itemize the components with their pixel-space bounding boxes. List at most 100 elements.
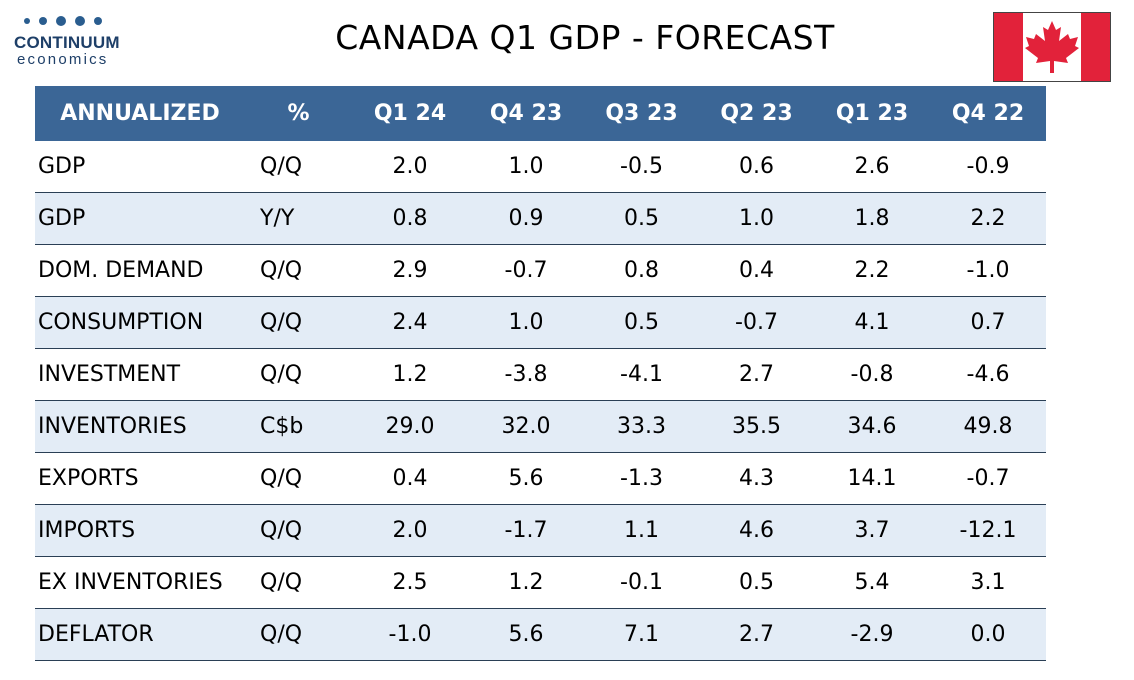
value-cell: 2.0 <box>352 504 468 557</box>
table-row: GDP Y/Y 0.8 0.9 0.5 1.0 1.8 2.2 <box>35 192 1046 245</box>
value-cell: 0.5 <box>584 296 699 349</box>
column-header: Q2 23 <box>699 86 814 141</box>
value-cell: -0.9 <box>930 141 1046 193</box>
value-cell: 7.1 <box>584 608 699 661</box>
table-row: DOM. DEMAND Q/Q 2.9 -0.7 0.8 0.4 2.2 -1.0 <box>35 244 1046 297</box>
column-header: Q1 23 <box>814 86 930 141</box>
row-label: GDP <box>35 192 245 245</box>
value-cell: 0.7 <box>930 296 1046 349</box>
value-cell: 14.1 <box>814 452 930 505</box>
value-cell: 1.2 <box>352 348 468 401</box>
row-label: GDP <box>35 141 245 193</box>
row-label: DEFLATOR <box>35 608 245 661</box>
value-cell: 2.7 <box>699 348 814 401</box>
value-cell: 0.8 <box>584 244 699 297</box>
row-unit: Q/Q <box>245 608 352 661</box>
column-header: % <box>245 86 352 141</box>
value-cell: 2.9 <box>352 244 468 297</box>
value-cell: -12.1 <box>930 504 1046 557</box>
value-cell: 2.2 <box>930 192 1046 245</box>
value-cell: -2.9 <box>814 608 930 661</box>
value-cell: 5.6 <box>468 452 584 505</box>
table-row: INVENTORIES C$b 29.0 32.0 33.3 35.5 34.6 49.8 <box>35 400 1046 453</box>
table-header-row: ANNUALIZED% Q1 24 Q4 23 Q3 23 Q2 23 Q1 23 Q4 2… <box>35 86 1046 141</box>
row-label: EX INVENTORIES <box>35 556 245 609</box>
value-cell: -4.6 <box>930 348 1046 401</box>
row-unit: Y/Y <box>245 192 352 245</box>
value-cell: 4.3 <box>699 452 814 505</box>
row-label: EXPORTS <box>35 452 245 505</box>
value-cell: 2.7 <box>699 608 814 661</box>
table-row: DEFLATOR Q/Q -1.0 5.6 7.1 2.7 -2.9 0.0 <box>35 608 1046 661</box>
value-cell: 0.8 <box>352 192 468 245</box>
value-cell: 1.2 <box>468 556 584 609</box>
column-header: ANNUALIZED <box>35 86 245 141</box>
canada-flag-icon <box>993 12 1111 82</box>
value-cell: 3.1 <box>930 556 1046 609</box>
value-cell: 29.0 <box>352 400 468 453</box>
value-cell: -1.3 <box>584 452 699 505</box>
value-cell: 49.8 <box>930 400 1046 453</box>
value-cell: 2.6 <box>814 141 930 193</box>
row-label: IMPORTS <box>35 504 245 557</box>
value-cell: 4.6 <box>699 504 814 557</box>
table-row: EX INVENTORIES Q/Q 2.5 1.2 -0.1 0.5 5.4 3.1 <box>35 556 1046 609</box>
value-cell: -0.5 <box>584 141 699 193</box>
continuum-economics-logo: CONTINUUM economics <box>14 14 134 68</box>
value-cell: 33.3 <box>584 400 699 453</box>
value-cell: 0.4 <box>352 452 468 505</box>
value-cell: 1.0 <box>699 192 814 245</box>
value-cell: 0.4 <box>699 244 814 297</box>
row-unit: Q/Q <box>245 348 352 401</box>
row-unit: Q/Q <box>245 504 352 557</box>
logo-name: CONTINUUM <box>14 33 120 52</box>
value-cell: 35.5 <box>699 400 814 453</box>
value-cell: -3.8 <box>468 348 584 401</box>
gdp-forecast-table: ANNUALIZED% Q1 24 Q4 23 Q3 23 Q2 23 Q1 23 Q4 2… <box>35 86 1046 661</box>
table-row: EXPORTS Q/Q 0.4 5.6 -1.3 4.3 14.1 -0.7 <box>35 452 1046 505</box>
row-unit: Q/Q <box>245 296 352 349</box>
value-cell: -0.8 <box>814 348 930 401</box>
row-label: CONSUMPTION <box>35 296 245 349</box>
page-title: CANADA Q1 GDP - FORECAST <box>335 18 835 57</box>
row-unit: Q/Q <box>245 141 352 193</box>
row-unit: Q/Q <box>245 452 352 505</box>
value-cell: -1.0 <box>930 244 1046 297</box>
value-cell: -1.7 <box>468 504 584 557</box>
value-cell: 0.5 <box>584 192 699 245</box>
value-cell: -1.0 <box>352 608 468 661</box>
row-unit: Q/Q <box>245 244 352 297</box>
value-cell: 0.6 <box>699 141 814 193</box>
row-unit: C$b <box>245 400 352 453</box>
value-cell: 4.1 <box>814 296 930 349</box>
value-cell: -0.7 <box>930 452 1046 505</box>
column-header: Q4 22 <box>930 86 1046 141</box>
value-cell: 2.4 <box>352 296 468 349</box>
value-cell: 2.2 <box>814 244 930 297</box>
value-cell: 0.9 <box>468 192 584 245</box>
value-cell: 5.4 <box>814 556 930 609</box>
logo-sub: economics <box>17 51 109 68</box>
value-cell: 0.0 <box>930 608 1046 661</box>
value-cell: 5.6 <box>468 608 584 661</box>
logo-dots-icon <box>24 14 134 28</box>
value-cell: -0.7 <box>699 296 814 349</box>
value-cell: 2.0 <box>352 141 468 193</box>
value-cell: 0.5 <box>699 556 814 609</box>
value-cell: 1.8 <box>814 192 930 245</box>
column-header: Q3 23 <box>584 86 699 141</box>
table-row: IMPORTS Q/Q 2.0 -1.7 1.1 4.6 3.7 -12.1 <box>35 504 1046 557</box>
column-header: Q4 23 <box>468 86 584 141</box>
value-cell: 3.7 <box>814 504 930 557</box>
row-label: INVENTORIES <box>35 400 245 453</box>
table-row: CONSUMPTION Q/Q 2.4 1.0 0.5 -0.7 4.1 0.7 <box>35 296 1046 349</box>
row-label: DOM. DEMAND <box>35 244 245 297</box>
value-cell: 1.0 <box>468 141 584 193</box>
value-cell: 32.0 <box>468 400 584 453</box>
value-cell: 2.5 <box>352 556 468 609</box>
table-row: GDP Q/Q 2.0 1.0 -0.5 0.6 2.6 -0.9 <box>35 141 1046 193</box>
value-cell: -4.1 <box>584 348 699 401</box>
value-cell: -0.7 <box>468 244 584 297</box>
column-header: Q1 24 <box>352 86 468 141</box>
value-cell: 1.0 <box>468 296 584 349</box>
